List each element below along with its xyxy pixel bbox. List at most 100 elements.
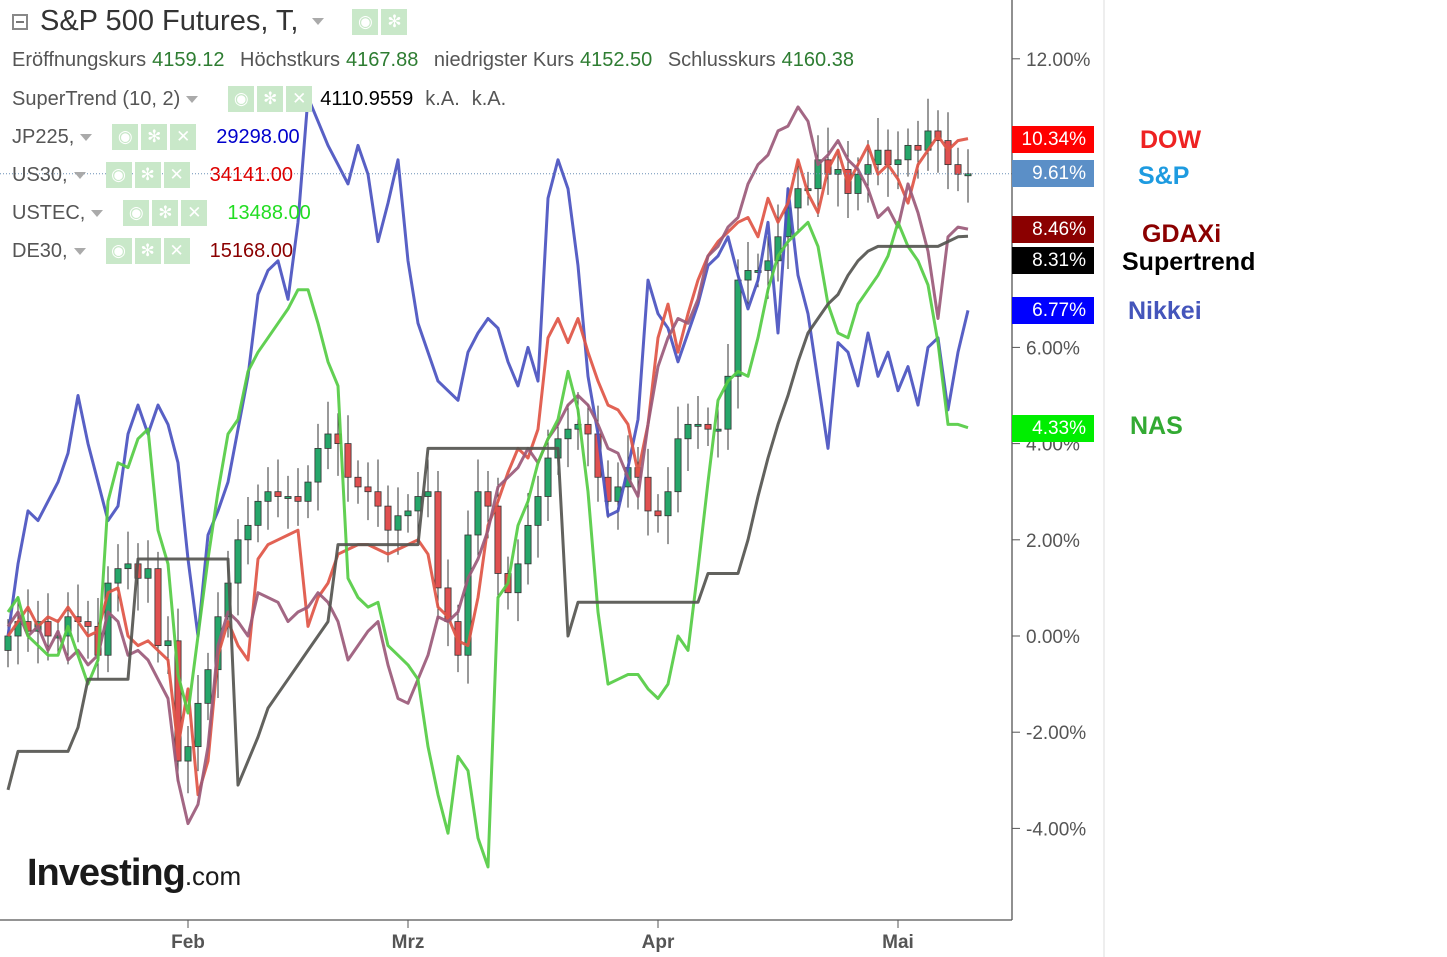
candle-body — [484, 491, 492, 507]
candle-body — [904, 144, 912, 161]
candle-body — [914, 144, 922, 151]
close-icon[interactable]: ✕ — [163, 162, 190, 188]
candle-body — [514, 563, 522, 594]
ohlc-close-value: 4160.38 — [781, 49, 854, 71]
series-line-supertrend — [6, 234, 969, 791]
ohlc-high-value: 4167.88 — [346, 49, 419, 71]
annotation-sp: S&P — [1138, 162, 1190, 190]
eye-icon[interactable]: ◉ — [352, 8, 379, 35]
indicator-row-supertrend[interactable]: SuperTrend (10, 2) ◉ ✻ ✕ 4110.9559 k.A. … — [12, 86, 506, 112]
candle-body — [704, 423, 712, 430]
indicator-name: US30, — [12, 163, 68, 186]
chevron-down-icon[interactable] — [73, 247, 86, 255]
gear-icon[interactable]: ✻ — [134, 162, 161, 188]
chart-title: S&P 500 Futures, T, — [40, 5, 299, 37]
gear-icon[interactable]: ✻ — [152, 200, 179, 226]
gear-icon[interactable]: ✻ — [141, 124, 168, 150]
x-tick-label: Mai — [882, 932, 914, 953]
indicator-row-us30[interactable]: US30, ◉ ✻ ✕ 34141.00 — [12, 162, 293, 188]
eye-icon[interactable]: ◉ — [105, 238, 132, 264]
eye-icon[interactable]: ◉ — [105, 162, 132, 188]
close-icon[interactable]: ✕ — [286, 86, 313, 112]
candle-body — [274, 491, 282, 497]
annotation-gdaxi: GDAXi — [1142, 220, 1222, 248]
collapse-icon[interactable] — [12, 13, 28, 30]
indicator-name: DE30, — [12, 239, 68, 262]
candle-body — [44, 621, 52, 637]
candle-body — [404, 510, 412, 517]
candle-body — [734, 279, 742, 377]
ohlc-open-label: Eröffnungskurs — [12, 49, 147, 71]
indicator-value: 29298.00 — [216, 125, 300, 148]
candle-body — [324, 433, 332, 449]
y-tick-label: 6.00% — [1026, 338, 1080, 359]
x-tick-label: Apr — [642, 932, 675, 953]
candle-body — [684, 423, 692, 440]
series-line-nas — [6, 220, 969, 869]
indicator-extra-2: k.A. — [471, 87, 507, 110]
chevron-down-icon[interactable] — [73, 171, 86, 179]
close-icon[interactable]: ✕ — [181, 200, 208, 226]
candle-body — [314, 448, 322, 483]
indicator-row-jp225[interactable]: JP225, ◉ ✻ ✕ 29298.00 — [12, 124, 300, 150]
x-tick-label: Mrz — [392, 932, 425, 953]
candle-body — [374, 491, 382, 507]
ohlc-high-label: Höchstkurs — [240, 49, 341, 71]
series-lines — [6, 95, 970, 869]
candle-body — [584, 423, 592, 435]
candle-body — [284, 496, 292, 499]
gear-icon[interactable]: ✻ — [381, 8, 408, 35]
candle-body — [124, 563, 132, 570]
candle-body — [964, 173, 972, 177]
candle-body — [954, 164, 962, 175]
chart-title-row: S&P 500 Futures, T, ◉ ✻ — [12, 5, 408, 38]
chevron-down-icon[interactable] — [312, 18, 325, 25]
candle-body — [114, 568, 122, 584]
y-tick-label: 0.00% — [1026, 627, 1080, 648]
ohlc-low-label: niedrigster Kurs — [433, 49, 574, 71]
badge-supertrend: 8.31% — [1012, 247, 1094, 274]
candle-body — [654, 510, 662, 517]
eye-icon[interactable]: ◉ — [228, 86, 255, 112]
badge-nas: 4.33% — [1012, 415, 1094, 442]
candle-body — [244, 524, 252, 541]
candle-body — [664, 491, 672, 517]
indicator-name: USTEC, — [12, 201, 86, 224]
badge-sp: 9.61% — [1012, 160, 1094, 187]
y-tick-label: 2.00% — [1026, 531, 1080, 552]
eye-icon[interactable]: ◉ — [123, 200, 150, 226]
indicator-value: 4110.9559 — [320, 87, 414, 110]
indicator-row-de30[interactable]: DE30, ◉ ✻ ✕ 15168.00 — [12, 238, 293, 264]
candle-body — [364, 486, 372, 493]
close-icon[interactable]: ✕ — [163, 238, 190, 264]
candle-body — [144, 568, 152, 579]
ohlc-low-value: 4152.50 — [579, 49, 653, 71]
candle-body — [464, 534, 472, 656]
candle-body — [184, 746, 192, 762]
chevron-down-icon[interactable] — [80, 133, 93, 141]
chevron-down-icon[interactable] — [91, 209, 104, 217]
eye-icon[interactable]: ◉ — [112, 124, 139, 150]
candle-body — [694, 423, 702, 427]
candle-body — [544, 457, 552, 497]
ohlc-row: Eröffnungskurs 4159.12 Höchstkurs 4167.88 … — [12, 49, 864, 72]
badge-dow: 10.34% — [1012, 126, 1094, 153]
indicator-row-ustec[interactable]: USTEC, ◉ ✻ ✕ 13488.00 — [12, 200, 311, 226]
close-icon[interactable]: ✕ — [170, 124, 197, 150]
indicator-value: 34141.00 — [209, 163, 294, 186]
candle-body — [474, 491, 482, 536]
candle-body — [434, 491, 442, 589]
candle-body — [4, 635, 12, 651]
ohlc-open-value: 4159.12 — [152, 49, 225, 71]
chevron-down-icon[interactable] — [186, 95, 199, 103]
candle-body — [164, 640, 172, 647]
badge-gdaxi: 8.46% — [1012, 216, 1094, 243]
candle-body — [294, 496, 302, 502]
badge-nikkei: 6.77% — [1012, 297, 1094, 324]
gear-icon[interactable]: ✻ — [134, 238, 161, 264]
candle-body — [384, 505, 392, 531]
gear-icon[interactable]: ✻ — [257, 86, 284, 112]
candle-body — [254, 500, 262, 526]
indicator-extra-1: k.A. — [425, 87, 460, 110]
